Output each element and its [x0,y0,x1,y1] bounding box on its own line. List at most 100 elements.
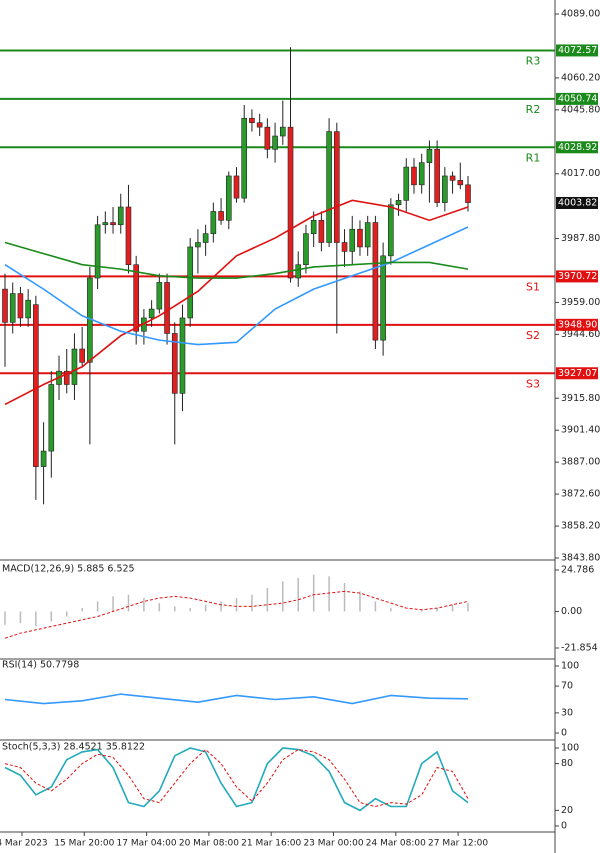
candle-body [148,308,155,319]
candle-body [418,162,425,186]
candle-body [33,304,39,467]
last-price-box [556,196,598,209]
indicator-line [4,693,469,705]
candle-body [195,242,201,248]
y-tick-label: 0 [561,728,567,739]
candle-body [125,206,132,266]
y-tick-label: 70 [561,681,573,692]
candle-body [79,348,85,363]
level-label-box [556,141,598,154]
candle-body [218,211,224,221]
x-tick-label: 27 Mar 12:00 [428,839,488,849]
indicator-line [4,241,469,279]
candle-body [94,224,101,279]
candle-body [249,117,255,124]
candle-body [272,135,278,150]
candle-body [256,122,263,128]
candle-body [110,222,116,226]
candle-body [326,131,332,243]
candle-body [334,131,340,243]
candle-body [295,264,302,279]
candle-body [9,293,16,323]
candle-body [395,200,402,206]
indicator-line [4,590,469,639]
candle-body [164,282,170,334]
y-tick-label: 100 [561,661,579,672]
y-tick-label: -21.854 [561,643,598,654]
level-name: S2 [526,329,540,342]
level-label-box [556,44,598,57]
level-name: S3 [526,377,540,390]
candle-body [48,384,55,452]
y-tick-label: 100 [561,743,579,754]
y-tick-label: 0 [561,821,567,832]
candle-body [341,242,348,252]
level-name: R2 [526,103,541,116]
y-tick-label: 0.00 [561,606,582,617]
level-label: 3970.72 [558,271,597,282]
level-label: 4050.74 [558,93,597,104]
candle-body [241,117,248,199]
candle-body [287,126,294,279]
candle-body [225,175,232,221]
candle-body [40,450,47,467]
y-tick-label: 4089.00 [561,9,600,20]
y-tick-label: 3858.20 [561,521,600,532]
x-tick-label: 21 Mar 16:00 [241,839,301,849]
candle-body [449,175,456,181]
candle-body [133,264,139,332]
candle-body [2,288,8,323]
x-tick-label: 23 Mar 00:00 [303,839,363,849]
y-tick-label: 80 [561,758,573,769]
y-tick-label: 3915.80 [561,393,600,404]
y-tick-label: 3987.80 [561,233,600,244]
candle-body [310,220,317,234]
candle-body [403,166,410,201]
y-tick-label: 20 [561,805,573,816]
panel-title: RSI(14) 50.7798 [2,660,79,671]
candle-body [411,166,417,186]
candle-body [171,333,178,394]
candle-body [303,233,309,266]
candle-body [457,180,464,186]
indicator-line [4,199,469,406]
candle-body [233,175,240,199]
candle-body [318,220,325,243]
candle-body [380,255,386,341]
last-price-label: 4003.82 [558,197,597,208]
candle-body [388,204,394,257]
candle-body [357,228,363,248]
y-tick-label: 3901.40 [561,425,600,436]
y-tick-label: 4017.00 [561,168,600,179]
level-label: 3927.07 [558,368,597,379]
candle-body [102,222,109,226]
y-tick-label: 4060.20 [561,72,600,83]
y-tick-label: 24.786 [561,565,594,576]
candle-body [442,175,448,203]
y-tick-label: 4045.80 [561,104,600,115]
level-name: R3 [526,54,541,67]
candle-body [349,228,356,252]
candle-body [63,370,70,385]
x-tick-label: 20 Mar 08:00 [179,839,239,849]
level-label-box [556,92,598,105]
x-tick-label: 15 Mar 20:00 [54,839,114,849]
candle-body [71,348,78,385]
y-tick-label: 3843.80 [561,553,600,564]
indicator-line [4,748,469,808]
level-label: 3948.90 [558,319,597,330]
panel-title: Stoch(5,3,3) 28.4521 35.8122 [2,742,145,753]
candle-body [372,222,379,341]
level-label-box [556,270,598,283]
candle-body [187,246,193,319]
candle-body [264,126,271,150]
panel-title: MACD(12,26,9) 5.885 6.525 [2,564,135,575]
candle-body [426,149,433,163]
level-name: S1 [526,280,540,293]
candle-body [117,206,124,226]
level-label: 4028.92 [558,142,597,153]
x-tick-label: 17 Mar 04:00 [117,839,177,849]
candle-body [179,317,186,394]
